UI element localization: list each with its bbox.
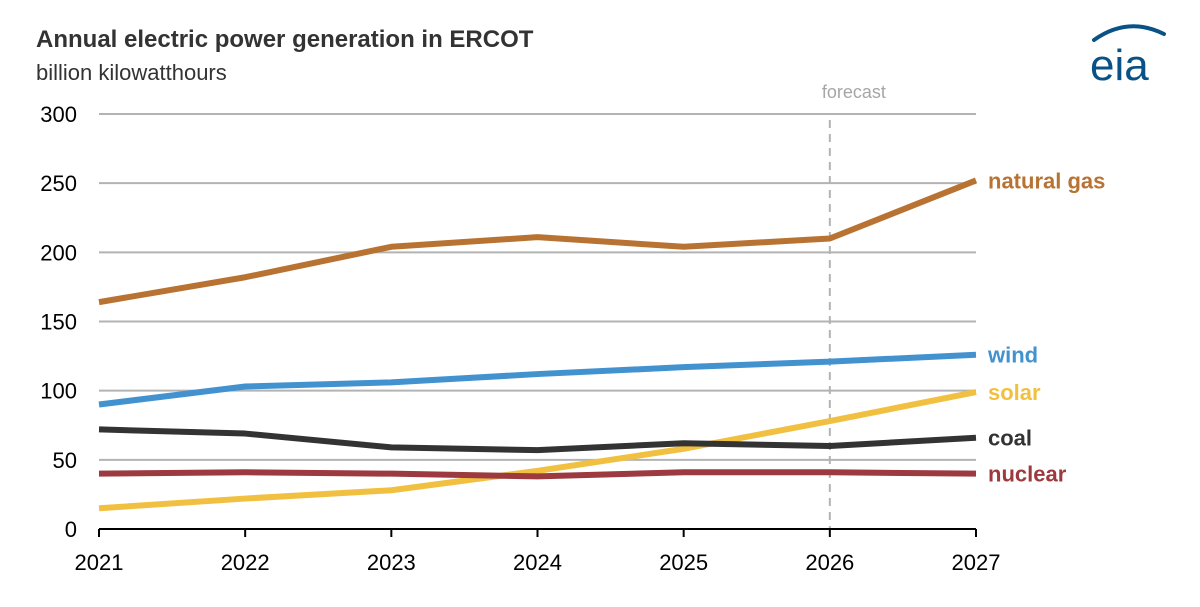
x-tick-label: 2027 <box>952 550 1001 575</box>
y-tick-label: 100 <box>40 379 77 404</box>
x-tick-label: 2023 <box>367 550 416 575</box>
gridlines <box>99 113 976 461</box>
series-label-solar: solar <box>988 380 1041 405</box>
eia-logo-icon: eia <box>1086 14 1170 90</box>
logo-text: eia <box>1090 41 1149 86</box>
series-line-coal <box>98 426 977 454</box>
x-axis: 2021 2022 2023 2024 2025 2026 2027 <box>75 528 1001 575</box>
series-line-solar <box>98 389 977 512</box>
x-tick-label: 2026 <box>805 550 854 575</box>
series-label-nuclear: nuclear <box>988 462 1067 487</box>
x-tick-label: 2021 <box>75 550 124 575</box>
series-line-natural-gas <box>98 177 978 306</box>
forecast-label: forecast <box>822 82 886 102</box>
chart-subtitle: billion kilowatthours <box>36 60 227 85</box>
y-tick-label: 250 <box>40 171 77 196</box>
series-labels: natural gas wind solar coal nuclear <box>987 168 1105 486</box>
series-lines <box>98 177 978 512</box>
x-tick-label: 2025 <box>659 550 708 575</box>
series-line-wind <box>98 351 977 408</box>
chart-title: Annual electric power generation in ERCO… <box>36 26 534 53</box>
series-label-coal: coal <box>988 426 1032 451</box>
y-axis-tick-labels: 0 50 100 150 200 250 300 <box>40 102 77 542</box>
x-tick-label: 2024 <box>513 550 562 575</box>
forecast-marker: forecast <box>822 82 886 529</box>
x-tick-label: 2022 <box>221 550 270 575</box>
y-tick-label: 0 <box>65 517 77 542</box>
y-tick-label: 150 <box>40 310 77 335</box>
y-tick-label: 50 <box>53 448 77 473</box>
series-line-nuclear <box>98 469 977 480</box>
y-tick-label: 200 <box>40 240 77 265</box>
y-tick-label: 300 <box>40 102 77 127</box>
series-label-natural-gas: natural gas <box>988 168 1105 193</box>
series-label-wind: wind <box>987 343 1038 368</box>
